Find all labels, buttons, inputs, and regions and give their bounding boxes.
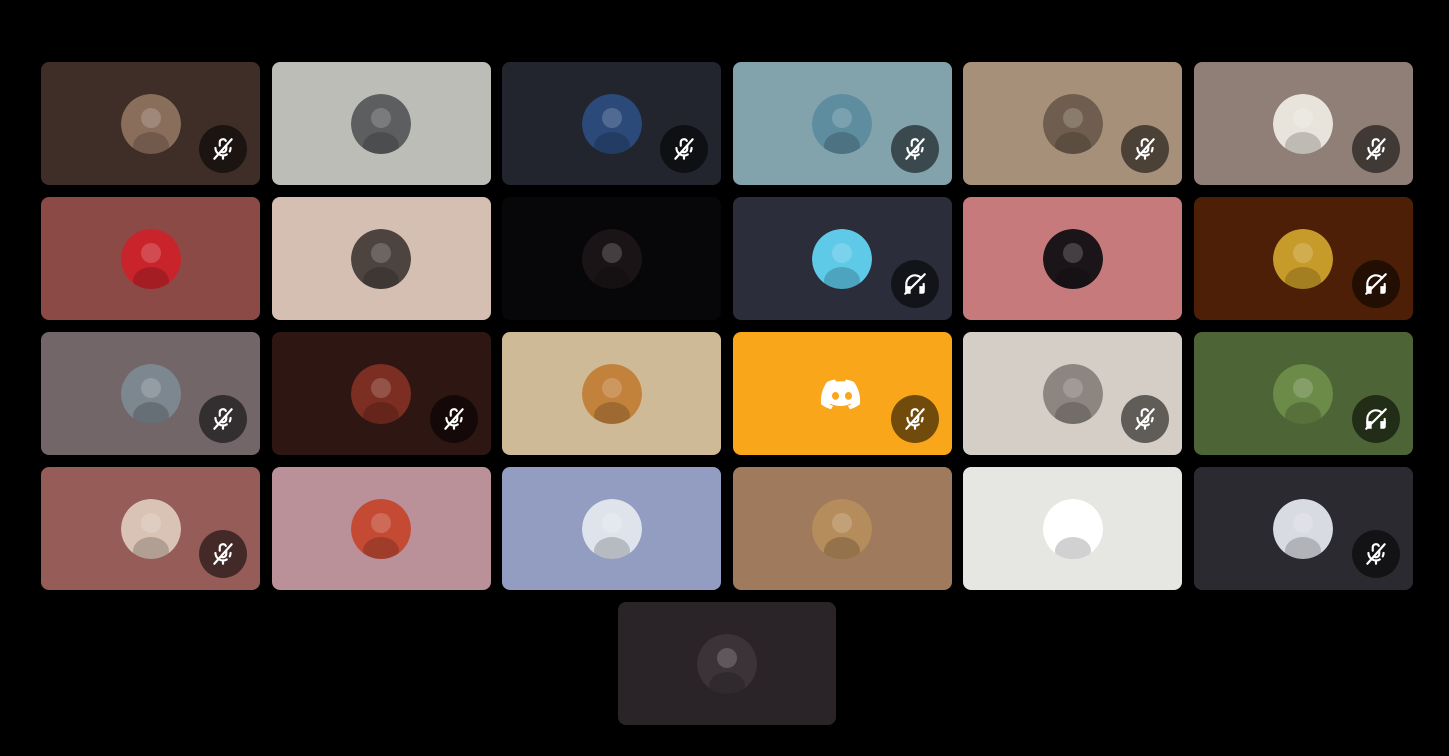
microphone-muted-icon	[213, 543, 233, 565]
participant-tile[interactable]	[1193, 332, 1413, 455]
microphone-muted-icon	[1366, 138, 1386, 160]
participant-tile[interactable]	[732, 332, 952, 455]
participant-tile[interactable]	[502, 197, 722, 320]
headphones-deafened-icon	[1365, 408, 1387, 430]
avatar	[351, 498, 412, 559]
avatar	[1273, 228, 1334, 289]
avatar	[697, 633, 757, 694]
participant-tile[interactable]	[271, 332, 491, 455]
microphone-muted-icon	[905, 408, 925, 430]
avatar	[1042, 228, 1103, 289]
mute-status-badge	[1351, 530, 1400, 578]
avatar	[812, 228, 873, 289]
participant-grid	[41, 62, 1413, 590]
deafen-status-badge	[1351, 260, 1400, 308]
participant-tile[interactable]	[1193, 62, 1413, 185]
avatar	[120, 498, 181, 559]
microphone-muted-icon	[443, 408, 464, 430]
avatar	[1042, 363, 1103, 424]
participant-tile[interactable]	[732, 467, 952, 590]
deafen-status-badge	[1351, 395, 1400, 443]
mute-status-badge	[199, 530, 247, 578]
headphones-deafened-icon	[903, 273, 926, 295]
participant-tile[interactable]	[502, 62, 722, 185]
avatar	[351, 363, 412, 424]
microphone-muted-icon	[1135, 138, 1156, 160]
mute-status-badge	[1121, 395, 1170, 443]
participant-tile[interactable]	[502, 467, 722, 590]
avatar	[351, 228, 412, 289]
participant-tile[interactable]	[618, 602, 836, 725]
avatar	[812, 364, 872, 424]
avatar	[351, 93, 412, 154]
participant-tile[interactable]	[732, 197, 952, 320]
participant-tile[interactable]	[1193, 197, 1413, 320]
microphone-muted-icon	[905, 138, 925, 160]
mute-status-badge	[199, 395, 247, 443]
participant-tile[interactable]	[963, 467, 1183, 590]
avatar	[1273, 363, 1334, 424]
mute-status-badge	[1351, 125, 1400, 173]
avatar	[1273, 93, 1334, 154]
participant-tile[interactable]	[732, 62, 952, 185]
avatar	[1042, 498, 1103, 559]
headphones-deafened-icon	[1365, 273, 1387, 295]
participant-tile[interactable]	[41, 332, 260, 455]
avatar	[1042, 93, 1103, 154]
avatar	[120, 228, 181, 289]
deafen-status-badge	[890, 260, 939, 308]
avatar	[1273, 498, 1334, 559]
microphone-muted-icon	[1135, 408, 1156, 430]
avatar	[120, 93, 181, 154]
avatar	[581, 498, 642, 559]
mute-status-badge	[890, 125, 939, 173]
avatar	[812, 498, 873, 559]
participant-tile[interactable]	[41, 197, 260, 320]
discord-logo-icon	[821, 379, 861, 409]
participant-tile[interactable]	[502, 332, 722, 455]
avatar	[581, 228, 642, 289]
avatar	[812, 93, 873, 154]
mute-status-badge	[199, 125, 247, 173]
participant-tile[interactable]	[271, 62, 491, 185]
microphone-muted-icon	[213, 138, 233, 160]
participant-tile[interactable]	[41, 467, 260, 590]
participant-tile[interactable]	[963, 62, 1183, 185]
participant-tile[interactable]	[271, 197, 491, 320]
avatar	[120, 363, 181, 424]
participant-tile[interactable]	[963, 332, 1183, 455]
participant-tile[interactable]	[963, 197, 1183, 320]
participant-tile[interactable]	[1193, 467, 1413, 590]
mute-status-badge	[1121, 125, 1170, 173]
microphone-muted-icon	[1366, 543, 1386, 565]
avatar	[581, 363, 642, 424]
microphone-muted-icon	[213, 408, 233, 430]
mute-status-badge	[890, 395, 939, 443]
mute-status-badge	[660, 125, 709, 173]
mute-status-badge	[429, 395, 478, 443]
participant-tile[interactable]	[271, 467, 491, 590]
microphone-muted-icon	[674, 138, 694, 160]
avatar	[581, 93, 642, 154]
participant-tile[interactable]	[41, 62, 260, 185]
